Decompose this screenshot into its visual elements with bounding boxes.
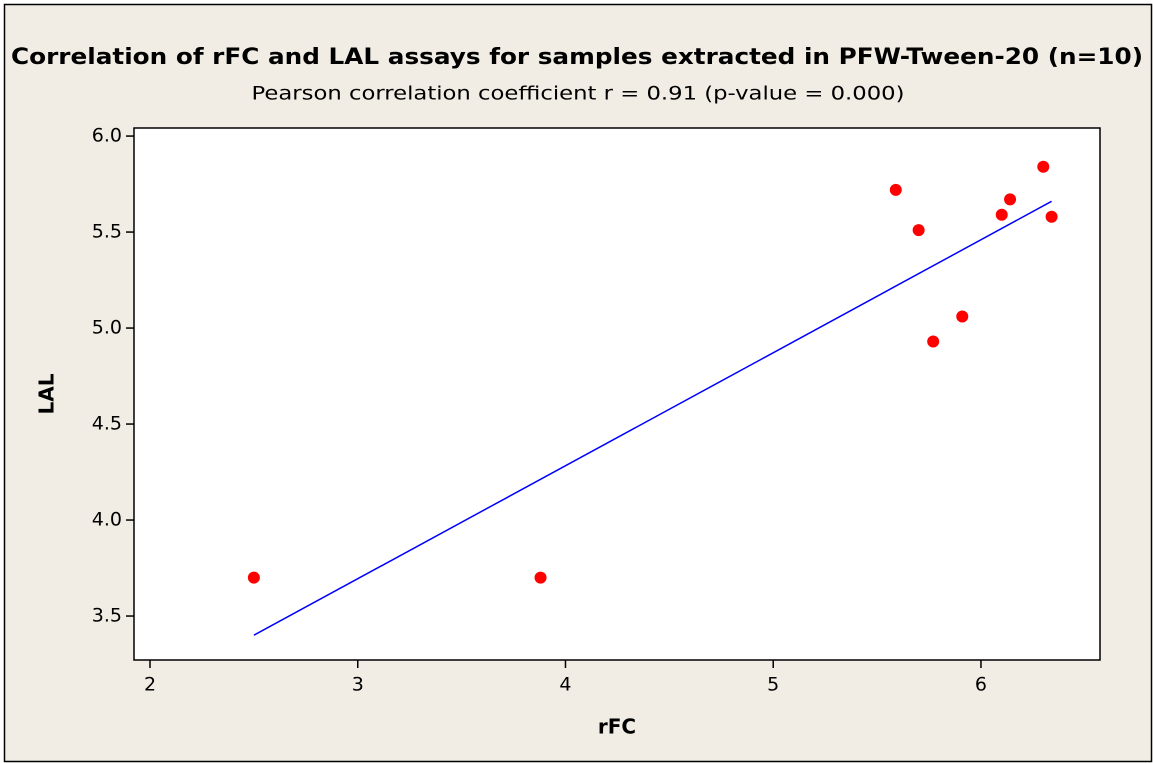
chart-title: Correlation of rFC and LAL assays for sa… [11, 45, 1143, 70]
x-tick-label: 4 [559, 674, 571, 696]
y-tick-label: 6.0 [92, 125, 122, 147]
chart-subtitle: Pearson correlation coefficient r = 0.91… [252, 83, 905, 105]
data-point [912, 224, 925, 237]
y-tick-label: 5.0 [92, 317, 122, 339]
x-tick-label: 3 [352, 674, 364, 696]
data-point [995, 208, 1008, 221]
data-point [1045, 210, 1058, 223]
y-tick-label: 5.5 [92, 221, 122, 243]
data-point [534, 571, 547, 584]
data-point [956, 310, 969, 323]
x-tick-label: 6 [975, 674, 987, 696]
fit-line [253, 200, 1052, 636]
data-point [247, 571, 260, 584]
y-tick-label: 3.5 [92, 605, 122, 627]
data-point [889, 183, 902, 196]
y-axis-label: LAL [35, 373, 59, 414]
data-point [927, 335, 940, 348]
data-point [1037, 160, 1050, 173]
y-tick-label: 4.0 [92, 509, 122, 531]
x-tick-label: 2 [144, 674, 156, 696]
y-tick-label: 4.5 [92, 413, 122, 435]
data-point [1004, 193, 1017, 206]
x-tick-label: 5 [767, 674, 779, 696]
plot-area [133, 127, 1101, 661]
x-axis-label: rFC [598, 715, 636, 739]
